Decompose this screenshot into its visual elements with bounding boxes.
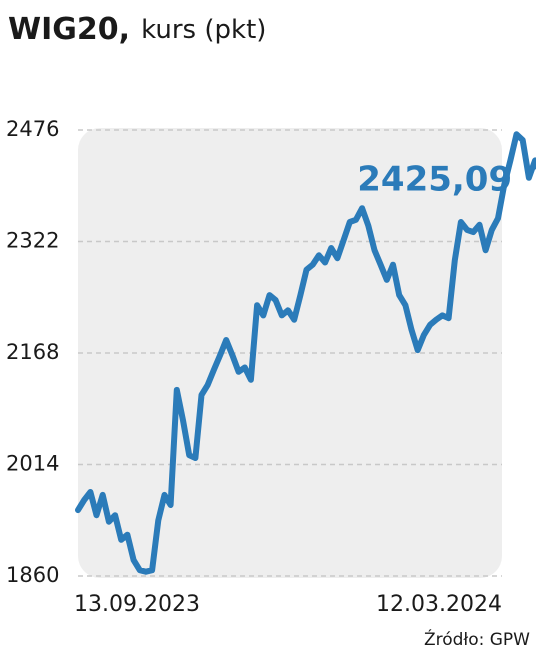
- chart-subtitle: kurs (pkt): [141, 15, 266, 45]
- y-tick-label: 2168: [6, 340, 59, 364]
- y-tick-label: 2322: [6, 229, 59, 253]
- y-tick-label: 2014: [6, 452, 59, 476]
- y-tick-label: 2476: [6, 117, 59, 141]
- source: Źródło: GPW: [424, 628, 530, 650]
- value-label: 2425,09: [357, 159, 512, 199]
- chart-title: WIG20,: [8, 12, 130, 47]
- chart-title-group: WIG20, kurs (pkt): [8, 12, 266, 47]
- y-tick-label: 1860: [6, 563, 59, 587]
- x-tick-label: 13.09.2023: [74, 592, 200, 617]
- line: [75, 131, 536, 575]
- x-tick-label: 12.03.2024: [376, 592, 502, 617]
